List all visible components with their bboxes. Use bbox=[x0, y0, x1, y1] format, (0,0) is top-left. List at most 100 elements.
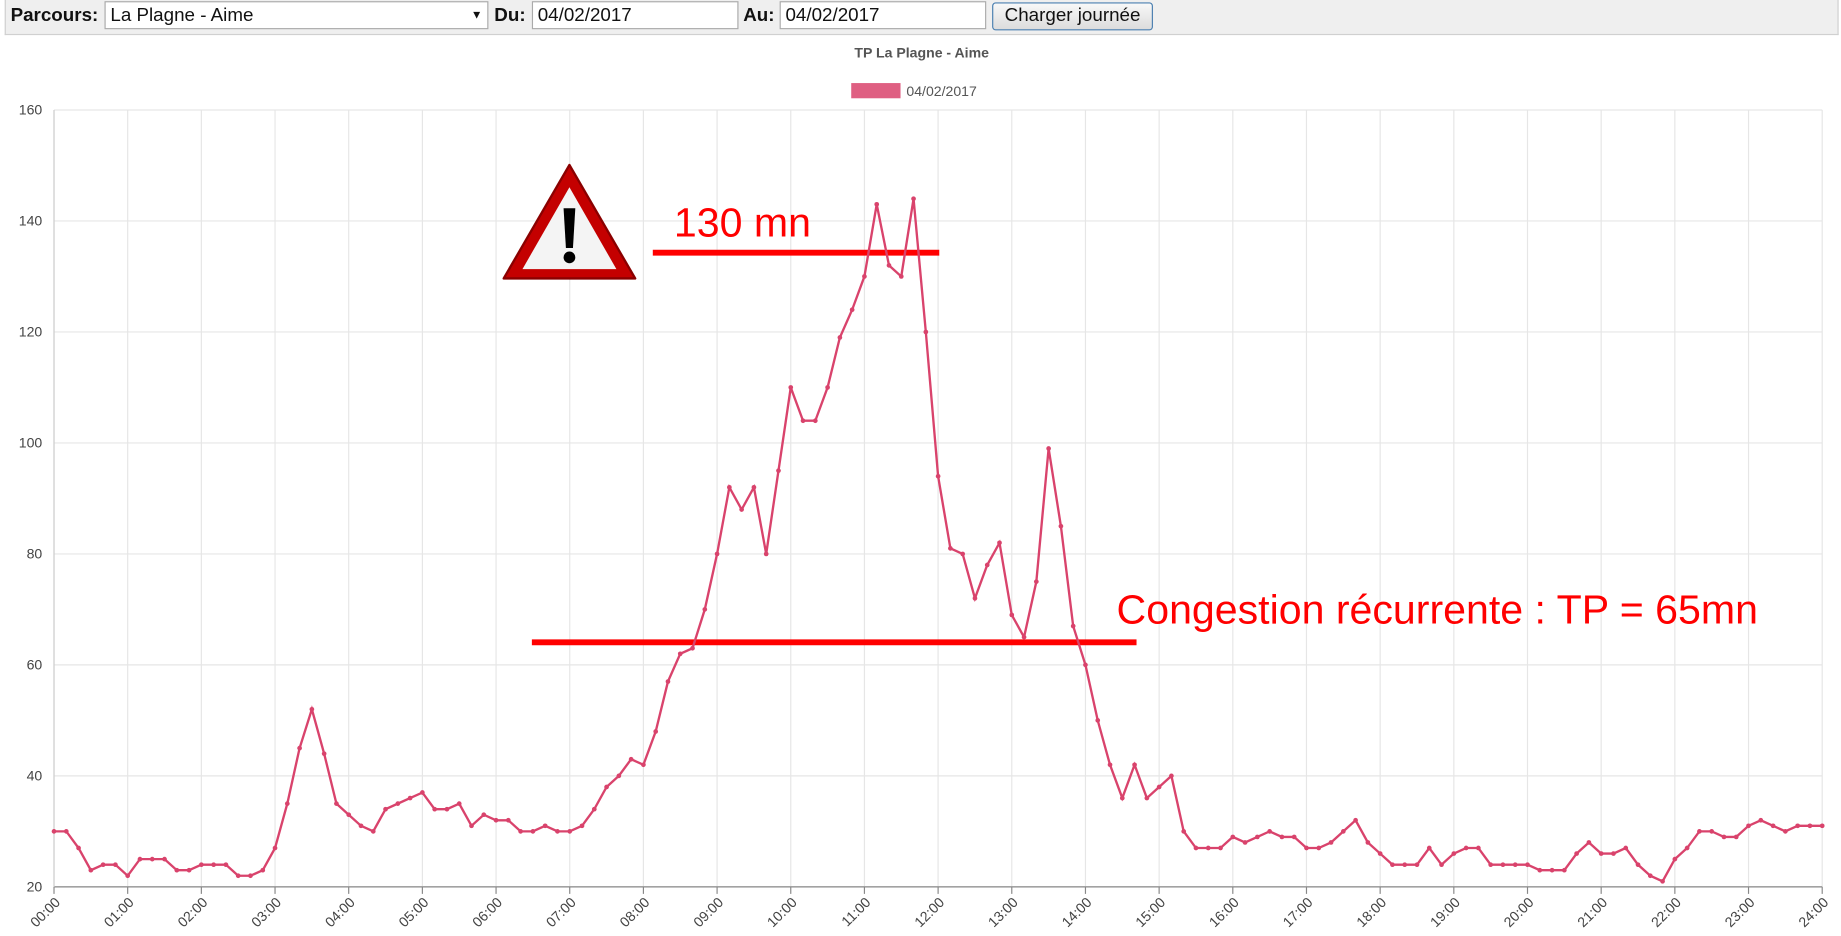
x-tick-label: 23:00 bbox=[1721, 894, 1757, 930]
data-point bbox=[420, 790, 425, 795]
data-point bbox=[1549, 867, 1555, 873]
data-point bbox=[1193, 845, 1199, 851]
data-point bbox=[898, 274, 904, 279]
data-point bbox=[395, 801, 401, 806]
data-point bbox=[874, 201, 880, 207]
data-point bbox=[1733, 834, 1739, 840]
data-point bbox=[1807, 823, 1813, 829]
data-point bbox=[1463, 845, 1469, 851]
data-point bbox=[1353, 817, 1358, 823]
data-point bbox=[284, 801, 290, 806]
x-tick-label: 16:00 bbox=[1206, 894, 1242, 930]
x-tick-label: 05:00 bbox=[395, 894, 431, 930]
data-point bbox=[1721, 834, 1727, 840]
y-tick-label: 80 bbox=[27, 546, 43, 562]
x-tick-label: 24:00 bbox=[1795, 894, 1831, 930]
toolbar: Parcours: La Plagne - Aime ▼ Du: 04/02/20… bbox=[4, 0, 1839, 36]
data-point bbox=[1709, 829, 1715, 834]
route-select[interactable]: La Plagne - Aime ▼ bbox=[104, 1, 489, 30]
data-point bbox=[714, 551, 720, 557]
data-point bbox=[1267, 829, 1272, 834]
data-point bbox=[1414, 862, 1420, 868]
x-tick-label: 14:00 bbox=[1058, 894, 1094, 930]
data-point bbox=[1574, 851, 1579, 856]
data-point bbox=[1451, 851, 1457, 856]
data-point bbox=[518, 829, 523, 834]
data-point bbox=[1783, 829, 1788, 834]
data-point bbox=[211, 862, 216, 868]
y-tick-label: 40 bbox=[27, 768, 43, 784]
data-point bbox=[1672, 856, 1678, 862]
x-tick-label: 04:00 bbox=[322, 894, 358, 930]
data-point bbox=[1684, 845, 1690, 851]
to-label: Au: bbox=[743, 5, 775, 26]
data-point bbox=[591, 806, 597, 812]
data-point bbox=[1525, 862, 1530, 868]
data-point bbox=[530, 829, 536, 834]
data-point bbox=[935, 473, 941, 479]
data-point bbox=[1795, 823, 1800, 829]
data-point bbox=[1537, 867, 1543, 873]
grid bbox=[53, 109, 1823, 888]
data-point bbox=[88, 867, 94, 873]
data-point bbox=[1819, 823, 1825, 829]
data-point bbox=[837, 335, 843, 340]
data-point bbox=[1697, 829, 1702, 834]
data-point bbox=[174, 867, 180, 873]
data-point bbox=[63, 829, 69, 834]
data-point bbox=[1205, 845, 1211, 851]
data-point bbox=[1181, 829, 1187, 834]
load-button[interactable]: Charger journée bbox=[992, 2, 1153, 31]
data-point bbox=[199, 862, 204, 868]
data-point bbox=[1635, 862, 1641, 868]
x-tick-label: 20:00 bbox=[1500, 894, 1536, 930]
data-point bbox=[1598, 851, 1604, 856]
data-point bbox=[1070, 623, 1076, 629]
data-point bbox=[542, 823, 548, 829]
data-point bbox=[1500, 862, 1506, 868]
data-point bbox=[628, 756, 634, 762]
data-point bbox=[334, 801, 339, 806]
annotation: Congestion récurrente : TP = 65mn bbox=[1117, 587, 1758, 633]
x-tick-label: 08:00 bbox=[616, 894, 652, 930]
data-point bbox=[100, 862, 106, 868]
data-point bbox=[1488, 862, 1494, 868]
data-point bbox=[1426, 845, 1432, 851]
data-point bbox=[1242, 840, 1248, 845]
chart-title: TP La Plagne - Aime bbox=[854, 44, 989, 60]
data-point bbox=[690, 645, 695, 651]
data-point bbox=[260, 867, 266, 873]
data-point bbox=[272, 845, 278, 851]
data-point bbox=[1218, 845, 1223, 851]
data-point bbox=[1746, 823, 1751, 829]
data-point bbox=[383, 806, 388, 812]
data-point bbox=[825, 385, 830, 390]
data-point bbox=[1169, 773, 1174, 779]
data-point bbox=[125, 873, 131, 879]
data-point bbox=[1119, 795, 1125, 801]
x-tick-label: 21:00 bbox=[1574, 894, 1610, 930]
data-point bbox=[702, 607, 708, 612]
data-point bbox=[1758, 817, 1764, 823]
data-point bbox=[321, 751, 327, 757]
data-point bbox=[1623, 845, 1629, 851]
data-point bbox=[358, 823, 364, 829]
data-point bbox=[1390, 862, 1395, 868]
data-point bbox=[1230, 834, 1236, 840]
to-input[interactable]: 04/02/2017 bbox=[779, 1, 987, 30]
y-tick-label: 140 bbox=[19, 213, 43, 229]
data-point bbox=[567, 829, 573, 834]
x-tick-label: 12:00 bbox=[911, 894, 947, 930]
data-point bbox=[653, 729, 659, 734]
data-point bbox=[370, 829, 376, 834]
route-label: Parcours: bbox=[10, 5, 99, 26]
data-point bbox=[1586, 840, 1592, 845]
route-value: La Plagne - Aime bbox=[110, 5, 254, 26]
data-point bbox=[911, 196, 916, 202]
data-point bbox=[309, 706, 315, 712]
data-point bbox=[1340, 829, 1346, 834]
from-input[interactable]: 04/02/2017 bbox=[531, 1, 739, 30]
data-point bbox=[1156, 784, 1162, 790]
data-point bbox=[1377, 851, 1383, 856]
data-point bbox=[1033, 579, 1039, 584]
